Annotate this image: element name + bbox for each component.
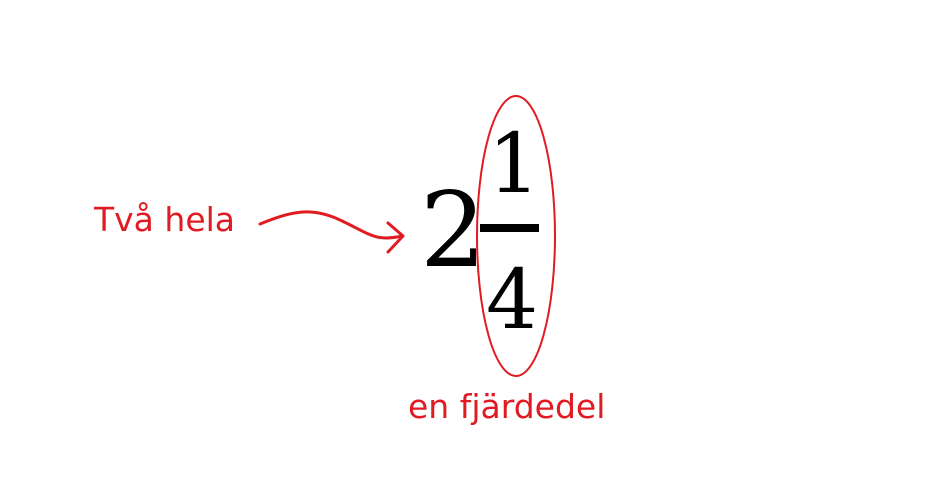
whole-number: 2 <box>420 169 487 291</box>
fraction-part-label: en fjärdedel <box>408 387 606 426</box>
arrow-head <box>386 221 405 254</box>
arrow-line <box>258 210 404 240</box>
fraction-bar <box>480 224 539 232</box>
whole-part-label: Två hela <box>94 200 236 239</box>
numerator: 1 <box>488 117 541 212</box>
fraction-circle <box>476 95 556 377</box>
denominator: 4 <box>486 253 539 348</box>
